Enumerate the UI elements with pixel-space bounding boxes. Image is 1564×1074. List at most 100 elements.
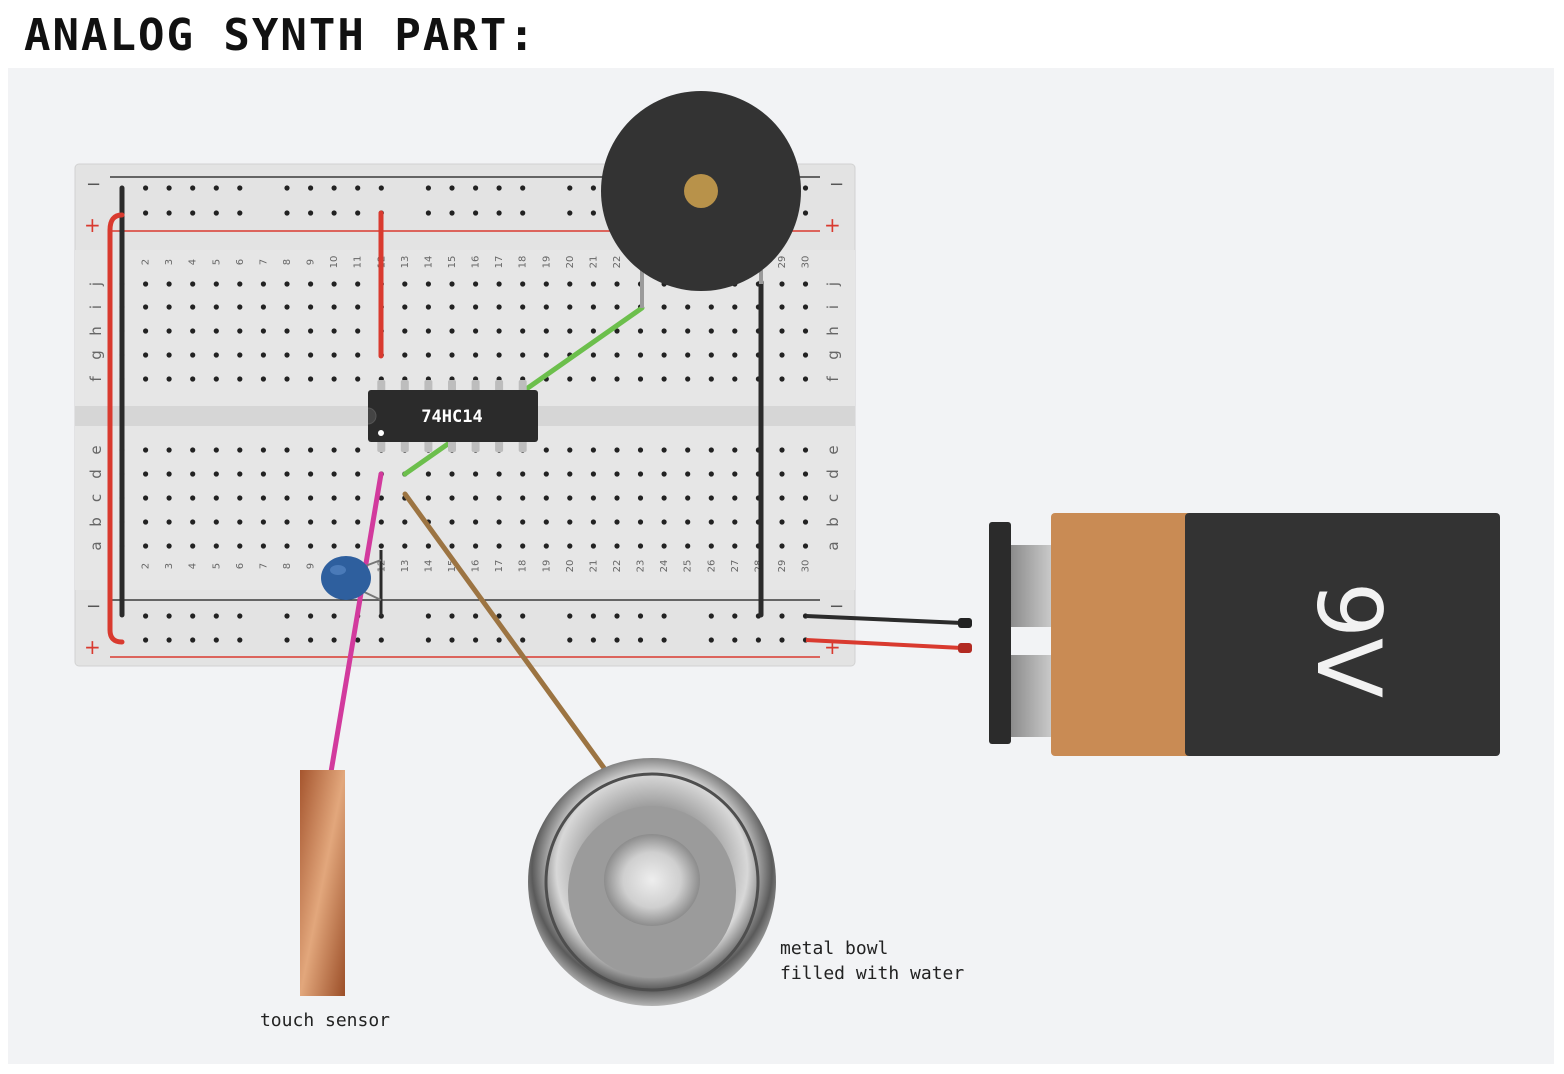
breadboard-hole <box>520 495 526 501</box>
breadboard-hole <box>520 328 526 334</box>
breadboard-hole <box>732 304 738 310</box>
column-number: 6 <box>235 259 246 265</box>
breadboard-hole <box>590 376 597 382</box>
breadboard-hole <box>708 376 714 382</box>
breadboard-hole <box>590 495 597 501</box>
column-number: 25 <box>683 560 694 573</box>
breadboard-hole <box>190 185 196 191</box>
column-number: 24 <box>659 560 670 573</box>
breadboard-hole <box>284 281 290 287</box>
breadboard-hole <box>779 352 785 358</box>
breadboard-hole <box>213 637 219 643</box>
column-number: 5 <box>211 563 222 569</box>
breadboard-hole <box>331 281 337 287</box>
breadboard-hole <box>308 519 314 525</box>
breadboard-hole <box>708 613 714 619</box>
breadboard-hole <box>661 352 667 358</box>
breadboard-hole <box>308 185 314 191</box>
breadboard-hole <box>473 304 479 310</box>
breadboard-hole <box>614 637 620 643</box>
breadboard-hole <box>543 447 549 453</box>
breadboard-hole <box>567 304 573 310</box>
breadboard-hole <box>237 519 243 525</box>
chip-pin <box>424 380 433 392</box>
chip-label: 74HC14 <box>421 407 482 427</box>
breadboard-hole <box>708 328 714 334</box>
battery-terminal-negative <box>1011 545 1051 627</box>
breadboard-hole <box>284 471 290 477</box>
breadboard-hole <box>237 328 243 334</box>
breadboard-hole <box>355 637 361 643</box>
row-letter: a <box>87 541 105 550</box>
breadboard-hole <box>732 352 738 358</box>
column-number: 10 <box>329 256 340 269</box>
breadboard-hole <box>779 495 785 501</box>
battery-black-lead <box>805 614 963 625</box>
column-number: 2 <box>141 259 152 265</box>
breadboard-hole <box>213 376 219 382</box>
battery-terminal-positive <box>1011 655 1051 737</box>
breadboard-hole <box>685 328 691 334</box>
battery-clip <box>989 522 1011 744</box>
red-wire-left <box>107 212 125 645</box>
breadboard-hole <box>614 495 620 501</box>
breadboard-hole <box>166 281 172 287</box>
row-letter: f <box>87 376 105 382</box>
breadboard-hole <box>567 519 573 525</box>
breadboard-hole <box>237 495 243 501</box>
breadboard-hole <box>331 328 337 334</box>
breadboard-hole <box>732 447 738 453</box>
column-number: 22 <box>612 560 623 573</box>
column-number: 20 <box>565 256 576 269</box>
column-number: 17 <box>494 256 505 269</box>
column-number: 13 <box>400 256 411 269</box>
breadboard-hole <box>520 543 526 549</box>
chip-pin <box>495 380 504 392</box>
breadboard-hole <box>449 210 455 216</box>
column-number: 5 <box>211 259 222 265</box>
chip-pin <box>495 440 504 452</box>
breadboard-hole <box>260 519 266 525</box>
breadboard-hole <box>143 613 149 619</box>
breadboard-hole <box>802 519 809 525</box>
breadboard-hole <box>685 304 691 310</box>
breadboard-hole <box>166 304 172 310</box>
breadboard-hole <box>473 281 479 287</box>
breadboard-hole <box>237 543 243 549</box>
breadboard-hole <box>284 447 290 453</box>
breadboard-hole <box>166 471 172 477</box>
breadboard-hole <box>473 210 479 216</box>
row-letter: h <box>824 326 842 336</box>
breadboard-hole <box>661 304 667 310</box>
breadboard-hole <box>473 637 479 643</box>
breadboard-hole <box>331 519 337 525</box>
breadboard-hole <box>237 637 243 643</box>
breadboard-hole <box>166 495 172 501</box>
breadboard-hole <box>355 304 361 310</box>
row-letter: j <box>87 282 105 287</box>
breadboard-hole <box>237 281 243 287</box>
breadboard-hole <box>543 304 549 310</box>
breadboard-hole <box>802 185 809 191</box>
breadboard-hole <box>402 543 408 549</box>
row-letter: h <box>87 326 105 336</box>
breadboard-hole <box>449 519 455 525</box>
breadboard-hole <box>190 447 196 453</box>
touch-sensor: touch sensor <box>260 770 390 1031</box>
breadboard-hole <box>260 304 266 310</box>
row-letter: f <box>824 376 842 382</box>
breadboard-hole <box>802 281 809 287</box>
breadboard-hole <box>496 543 502 549</box>
breadboard-hole <box>496 185 502 191</box>
breadboard-hole <box>473 543 479 549</box>
breadboard-hole <box>708 543 714 549</box>
column-number: 2 <box>141 563 152 569</box>
breadboard-hole <box>166 376 172 382</box>
battery-red-lead <box>805 638 963 650</box>
column-number: 4 <box>188 259 199 265</box>
breadboard-hole <box>614 613 620 619</box>
breadboard-hole <box>213 210 219 216</box>
breadboard-hole <box>331 543 337 549</box>
breadboard-hole <box>449 613 455 619</box>
